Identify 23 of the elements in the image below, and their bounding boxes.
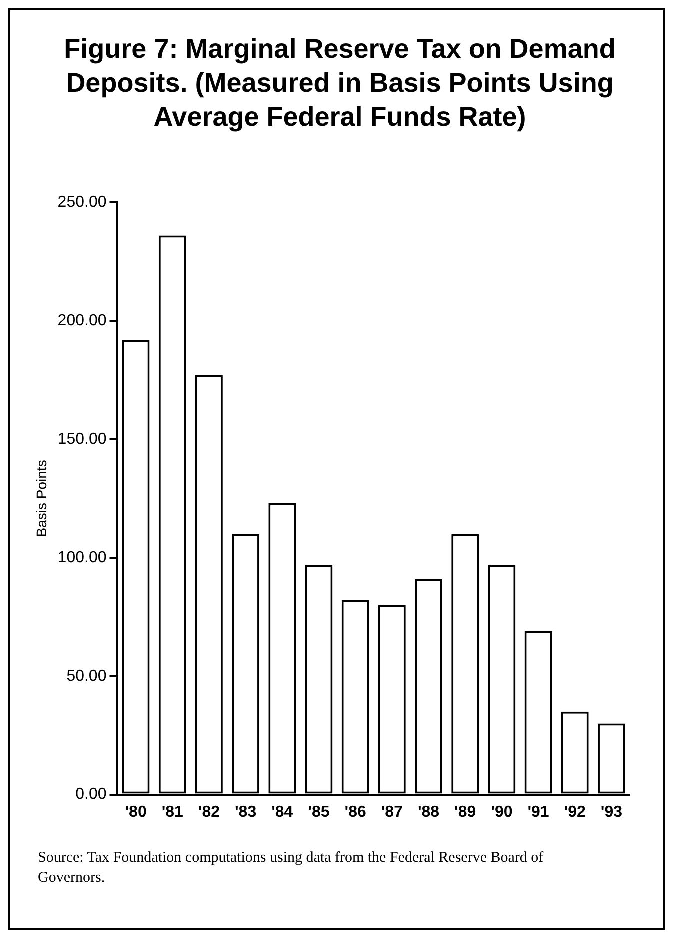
x-tick-label: '81 (162, 804, 184, 821)
x-tick-label: '80 (125, 804, 147, 821)
y-tick-label: 0.00 (76, 786, 107, 804)
y-tick-label: 50.00 (66, 668, 107, 685)
x-tick-label: '85 (308, 804, 330, 821)
y-tick-label: 250.00 (58, 194, 107, 212)
x-tick-label: '89 (454, 804, 476, 821)
x-tick-label: '86 (344, 804, 366, 821)
x-tick-label: '84 (272, 804, 294, 821)
x-tick-label: '82 (198, 804, 220, 821)
x-tick-label: '83 (235, 804, 257, 821)
chart-title: Figure 7: Marginal Reserve Tax on Demand Deposits. (Measured in Basis Points Using Average Federal Funds Rate) (63, 33, 617, 134)
y-axis-title: Basis Points (33, 460, 50, 538)
x-tick-label: '92 (564, 804, 586, 821)
y-tick-label: 200.00 (58, 312, 107, 330)
x-tick-label: '87 (381, 804, 404, 821)
x-tick-label: '91 (528, 804, 550, 821)
source-note: Source: Tax Foundation computations using data from the Federal Reserve Board of Governors. (38, 849, 545, 888)
y-tick-label: 150.00 (58, 430, 107, 448)
y-tick-label: 100.00 (58, 549, 107, 566)
x-tick-label: '93 (600, 804, 623, 821)
x-tick-label: '88 (418, 804, 440, 821)
x-tick-label: '90 (491, 804, 513, 821)
